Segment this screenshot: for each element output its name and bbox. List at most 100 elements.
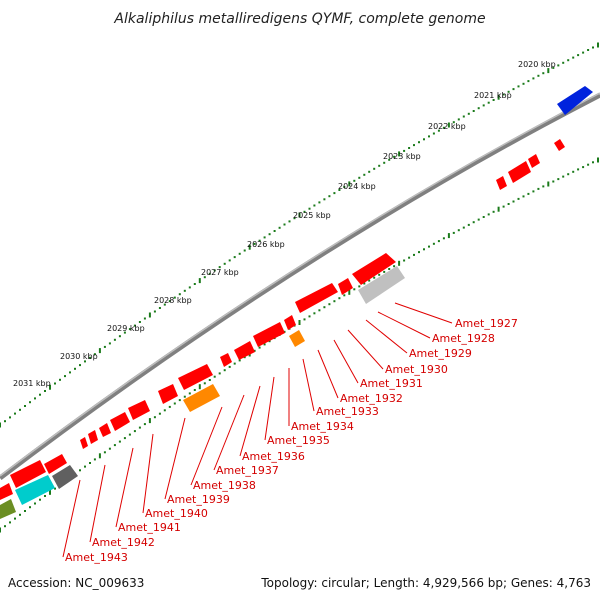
tick-mark xyxy=(59,378,61,381)
tick-mark xyxy=(467,112,470,115)
tick-mark xyxy=(14,517,16,520)
tick-mark xyxy=(552,66,555,69)
leader-line xyxy=(190,406,223,486)
tick-mark xyxy=(532,77,535,80)
tick-mark xyxy=(437,240,440,243)
tick-mark xyxy=(34,502,36,505)
gene-feature xyxy=(289,330,305,347)
tick-mark xyxy=(353,288,356,291)
map-title: Alkaliphilus metalliredigens QYMF, compl… xyxy=(113,11,485,27)
tick-mark xyxy=(298,212,301,218)
tick-mark xyxy=(64,375,66,378)
tick-mark xyxy=(133,430,136,433)
accession-text: Accession: NC_009633 xyxy=(8,576,144,590)
tick-mark xyxy=(472,221,475,224)
gene-feature xyxy=(253,322,285,347)
tick-mark xyxy=(497,206,500,212)
gene-label: Amet_1943 xyxy=(65,551,128,564)
tick-mark xyxy=(418,141,420,144)
tick-mark xyxy=(507,90,510,93)
tick-mark xyxy=(522,195,525,198)
tick-mark xyxy=(587,163,590,166)
scale-label: 2023 kbp xyxy=(383,152,421,161)
tick-mark xyxy=(113,338,116,341)
tick-mark xyxy=(123,331,126,334)
tick-mark xyxy=(517,197,520,200)
tick-mark xyxy=(19,408,21,411)
tick-mark xyxy=(93,353,96,356)
tick-mark xyxy=(582,166,585,169)
tick-mark xyxy=(512,200,515,203)
tick-mark xyxy=(572,170,575,173)
tick-mark xyxy=(437,129,440,132)
tick-mark xyxy=(388,268,391,270)
gene-label: Amet_1933 xyxy=(316,405,379,418)
tick-mark xyxy=(153,310,156,313)
genome-backbone-highlight xyxy=(0,92,600,477)
tick-mark xyxy=(532,190,535,193)
tick-mark xyxy=(198,384,201,390)
reverse-strand-features xyxy=(0,139,565,519)
leader-line xyxy=(365,319,408,354)
tick-mark xyxy=(562,61,565,64)
leader-line xyxy=(394,302,453,324)
tick-mark xyxy=(298,320,301,325)
tick-mark xyxy=(527,80,530,83)
tick-mark xyxy=(98,348,101,354)
scale-label: 2026 kbp xyxy=(247,240,285,249)
tick-mark xyxy=(84,360,86,363)
tick-mark xyxy=(228,365,231,368)
tick-mark xyxy=(138,321,141,323)
tick-mark xyxy=(487,101,490,104)
tick-mark xyxy=(597,157,599,163)
tick-mark xyxy=(393,265,396,268)
tick-mark xyxy=(258,346,261,349)
tick-mark xyxy=(487,213,490,216)
tick-mark xyxy=(303,210,306,213)
tick-mark xyxy=(507,203,510,205)
tick-mark xyxy=(318,309,321,312)
tick-mark xyxy=(178,293,181,296)
tick-mark xyxy=(398,151,401,157)
tick-mark xyxy=(452,231,455,234)
tick-mark xyxy=(108,342,111,345)
gene-label: Amet_1938 xyxy=(193,479,256,492)
scale-label: 2029 kbp xyxy=(107,324,145,333)
tick-mark xyxy=(208,379,211,381)
tick-mark xyxy=(363,282,366,285)
gene-feature xyxy=(496,176,507,190)
tick-mark xyxy=(517,85,520,88)
tick-mark xyxy=(492,210,495,213)
tick-mark xyxy=(432,242,435,245)
tick-mark xyxy=(228,259,231,262)
tick-mark xyxy=(183,395,186,398)
tick-mark xyxy=(74,367,76,370)
tick-mark xyxy=(557,178,560,181)
tick-mark xyxy=(103,345,106,348)
tick-mark xyxy=(398,260,401,266)
gene-labels: Amet_1927 Amet_1928 Amet_1929 Amet_1930 … xyxy=(65,317,518,564)
tick-mark xyxy=(313,312,316,315)
tick-mark xyxy=(338,189,341,191)
tick-mark xyxy=(328,303,331,306)
tick-mark xyxy=(79,364,81,367)
tick-mark xyxy=(467,223,470,226)
tick-mark xyxy=(203,382,206,385)
tick-mark xyxy=(0,422,1,428)
tick-mark xyxy=(288,220,291,223)
gene-feature xyxy=(554,139,565,151)
leader-line xyxy=(333,339,359,384)
tick-mark xyxy=(452,121,455,124)
tick-mark xyxy=(203,276,206,279)
tick-mark xyxy=(413,144,415,147)
tick-mark xyxy=(353,179,356,182)
tick-mark xyxy=(522,82,525,85)
gene-feature xyxy=(508,161,531,183)
tick-mark xyxy=(328,195,331,198)
leader-line xyxy=(264,376,275,441)
tick-mark xyxy=(537,187,540,190)
tick-mark xyxy=(243,356,246,359)
tick-mark xyxy=(273,230,276,232)
tick-mark xyxy=(567,173,570,176)
